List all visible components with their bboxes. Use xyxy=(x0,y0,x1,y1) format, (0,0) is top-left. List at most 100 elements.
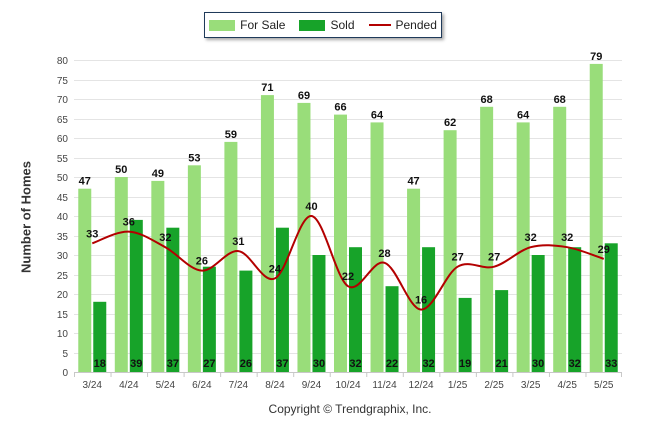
data-label-for-sale: 53 xyxy=(188,152,200,164)
bar-sold xyxy=(239,270,253,372)
legend-item-for-sale[interactable]: For Sale xyxy=(209,18,285,32)
bar-sold xyxy=(129,219,143,372)
bar-sold xyxy=(166,227,180,372)
x-tick-label: 2/25 xyxy=(484,380,504,391)
data-label-for-sale: 79 xyxy=(590,51,602,63)
bar-for-sale xyxy=(443,130,457,372)
data-label-pended: 32 xyxy=(159,232,171,244)
data-label-pended: 24 xyxy=(269,263,282,275)
sold-swatch xyxy=(299,19,326,31)
data-label-sold: 32 xyxy=(422,358,434,370)
bar-sold xyxy=(531,255,545,372)
data-label-pended: 26 xyxy=(196,256,208,268)
legend-item-sold[interactable]: Sold xyxy=(299,18,355,32)
y-axis-title: Number of Homes xyxy=(18,161,34,273)
bar-sold xyxy=(385,286,399,372)
data-label-pended: 16 xyxy=(415,295,427,307)
bar-for-sale xyxy=(480,106,494,373)
data-label-pended: 33 xyxy=(86,228,98,240)
data-label-for-sale: 68 xyxy=(554,94,566,106)
x-tick-label: 3/25 xyxy=(521,380,541,391)
data-label-pended: 32 xyxy=(561,232,573,244)
y-tick-label: 80 xyxy=(57,56,69,67)
data-label-sold: 26 xyxy=(240,358,252,370)
data-label-pended: 32 xyxy=(525,232,537,244)
bar-for-sale xyxy=(260,95,274,372)
data-label-sold: 22 xyxy=(386,358,398,370)
bar-for-sale xyxy=(78,188,92,372)
data-label-sold: 21 xyxy=(496,358,508,370)
x-tick-label: 7/24 xyxy=(229,380,249,391)
y-tick-label: 10 xyxy=(57,329,69,340)
data-label-pended: 36 xyxy=(123,217,135,229)
legend-label-pended: Pended xyxy=(395,18,437,32)
data-label-sold: 19 xyxy=(459,358,471,370)
y-tick-label: 70 xyxy=(57,95,69,106)
bar-sold xyxy=(422,247,436,372)
y-tick-label: 75 xyxy=(57,76,69,87)
legend-item-pended[interactable]: Pended xyxy=(368,18,437,32)
bar-for-sale xyxy=(589,63,603,373)
data-label-for-sale: 64 xyxy=(517,109,530,121)
x-tick-label: 11/24 xyxy=(372,380,397,391)
y-tick-label: 65 xyxy=(57,115,69,126)
bar-sold xyxy=(202,266,216,372)
bar-for-sale xyxy=(370,122,384,373)
bar-for-sale xyxy=(114,177,128,372)
bar-sold xyxy=(604,243,618,372)
bar-for-sale xyxy=(224,141,238,372)
x-tick-label: 6/24 xyxy=(192,380,212,391)
data-label-sold: 18 xyxy=(94,358,106,370)
for-sale-swatch xyxy=(209,19,236,31)
data-label-for-sale: 47 xyxy=(407,176,419,188)
y-tick-label: 60 xyxy=(57,134,69,145)
data-label-sold: 37 xyxy=(167,358,179,370)
y-tick-label: 5 xyxy=(62,349,68,360)
legend: For Sale Sold Pended xyxy=(204,12,442,38)
data-label-pended: 27 xyxy=(451,252,463,264)
y-tick-label: 40 xyxy=(57,212,69,223)
data-label-for-sale: 64 xyxy=(371,109,384,121)
data-label-for-sale: 50 xyxy=(115,164,127,176)
pended-swatch xyxy=(368,24,391,26)
data-label-for-sale: 47 xyxy=(79,176,91,188)
x-tick-label: 5/25 xyxy=(594,380,614,391)
bar-sold xyxy=(275,227,289,372)
bar-for-sale xyxy=(553,106,567,373)
data-label-for-sale: 59 xyxy=(225,129,237,141)
data-label-for-sale: 71 xyxy=(261,82,273,94)
data-label-for-sale: 66 xyxy=(334,102,346,114)
data-label-sold: 27 xyxy=(203,358,215,370)
x-tick-label: 3/24 xyxy=(83,380,103,391)
bar-sold xyxy=(458,297,472,372)
bar-for-sale xyxy=(516,122,530,373)
y-tick-label: 15 xyxy=(57,310,69,321)
data-label-pended: 40 xyxy=(305,201,317,213)
line-pended xyxy=(91,215,605,311)
data-label-for-sale: 69 xyxy=(298,90,310,102)
x-tick-label: 9/24 xyxy=(302,380,322,391)
data-label-sold: 33 xyxy=(605,358,617,370)
bar-sold xyxy=(495,290,509,372)
data-label-pended: 29 xyxy=(598,244,610,256)
y-tick-label: 25 xyxy=(57,271,69,282)
data-label-for-sale: 62 xyxy=(444,117,456,129)
data-label-for-sale: 49 xyxy=(152,168,164,180)
bar-for-sale xyxy=(297,102,311,373)
x-tick-label: 10/24 xyxy=(335,380,360,391)
bar-sold xyxy=(93,301,107,372)
bar-for-sale xyxy=(151,180,165,372)
data-label-sold: 32 xyxy=(349,358,361,370)
data-label-for-sale: 68 xyxy=(481,94,493,106)
y-tick-label: 0 xyxy=(62,368,68,379)
bar-for-sale xyxy=(334,114,347,372)
data-label-pended: 31 xyxy=(232,236,244,248)
legend-label-for-sale: For Sale xyxy=(240,18,286,32)
y-tick-label: 55 xyxy=(57,154,69,165)
data-label-sold: 30 xyxy=(532,358,544,370)
data-label-pended: 27 xyxy=(488,252,500,264)
bar-sold xyxy=(349,247,362,372)
x-tick-label: 4/24 xyxy=(119,380,139,391)
data-label-sold: 37 xyxy=(276,358,288,370)
